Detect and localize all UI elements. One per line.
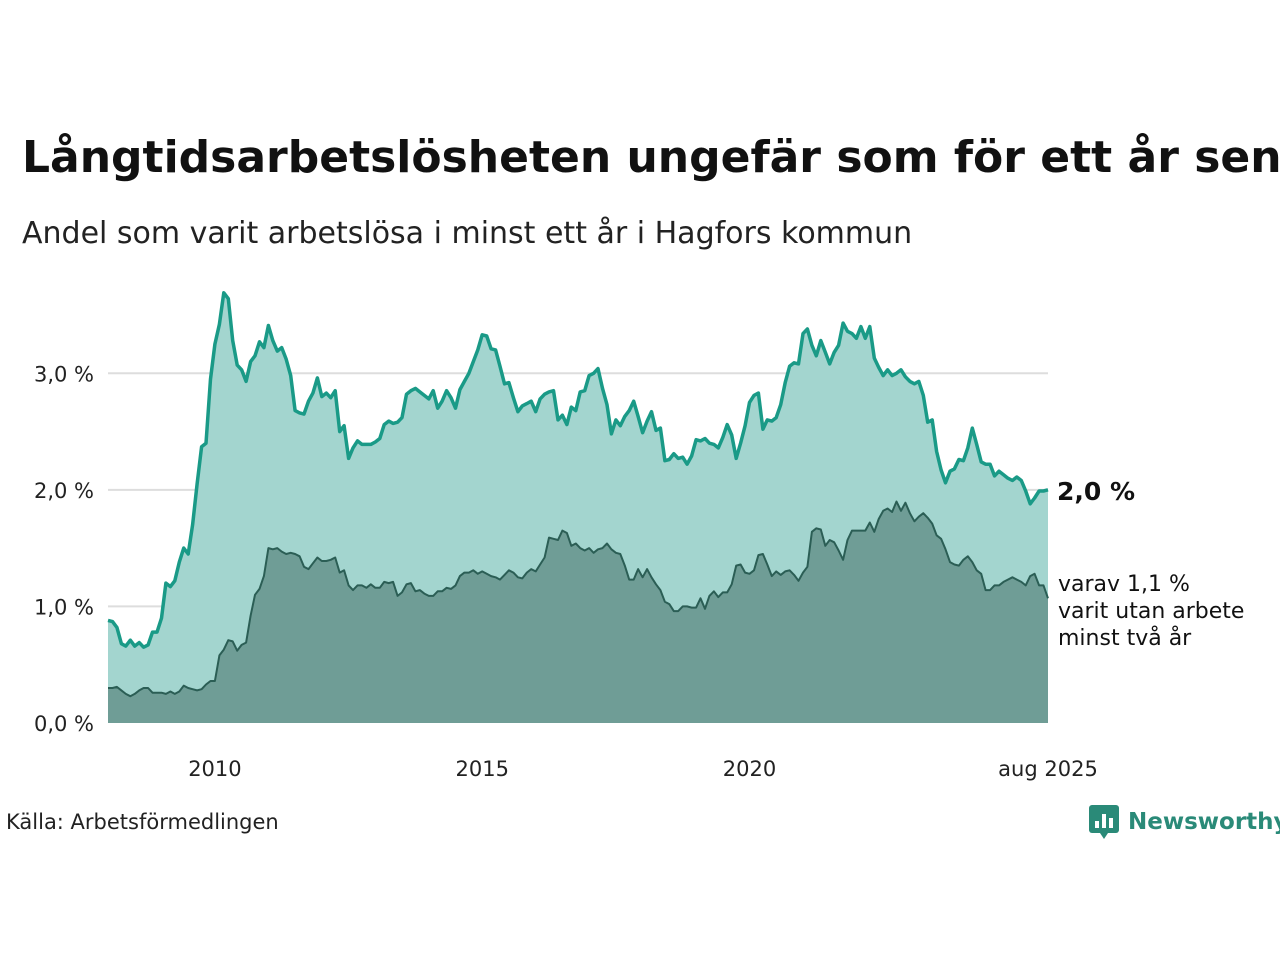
sub-line [108, 500, 1049, 698]
x-tick-label: 2020 [723, 757, 776, 781]
chart-subtitle: Andel som varit arbetslösa i minst ett å… [22, 216, 913, 251]
newsworthy-icon [1089, 805, 1119, 839]
main-line [107, 291, 1049, 649]
x-tick-label: 2010 [188, 757, 241, 781]
chart-title: Långtidsarbetslösheten ungefär som för e… [22, 132, 1280, 183]
sub-end-label-line: minst två år [1058, 625, 1192, 651]
y-tick-label: 1,0 % [34, 595, 94, 619]
y-tick-label: 3,0 % [34, 362, 94, 386]
source-note: Källa: Arbetsförmedlingen [6, 810, 279, 834]
y-tick-label: 2,0 % [34, 479, 94, 503]
brand-logo: Newsworthy [1088, 804, 1280, 840]
y-tick-label: 0,0 % [34, 712, 94, 736]
sub-end-label-line: varit utan arbete [1058, 599, 1244, 624]
x-tick-label: 2015 [455, 757, 508, 781]
sub-end-label-line: varav 1,1 % [1058, 572, 1190, 597]
main-end-label: 2,0 % [1057, 477, 1135, 506]
sub-area [108, 501, 1048, 723]
brand-name: Newsworthy [1128, 809, 1280, 835]
x-tick-label: aug 2025 [998, 757, 1098, 781]
